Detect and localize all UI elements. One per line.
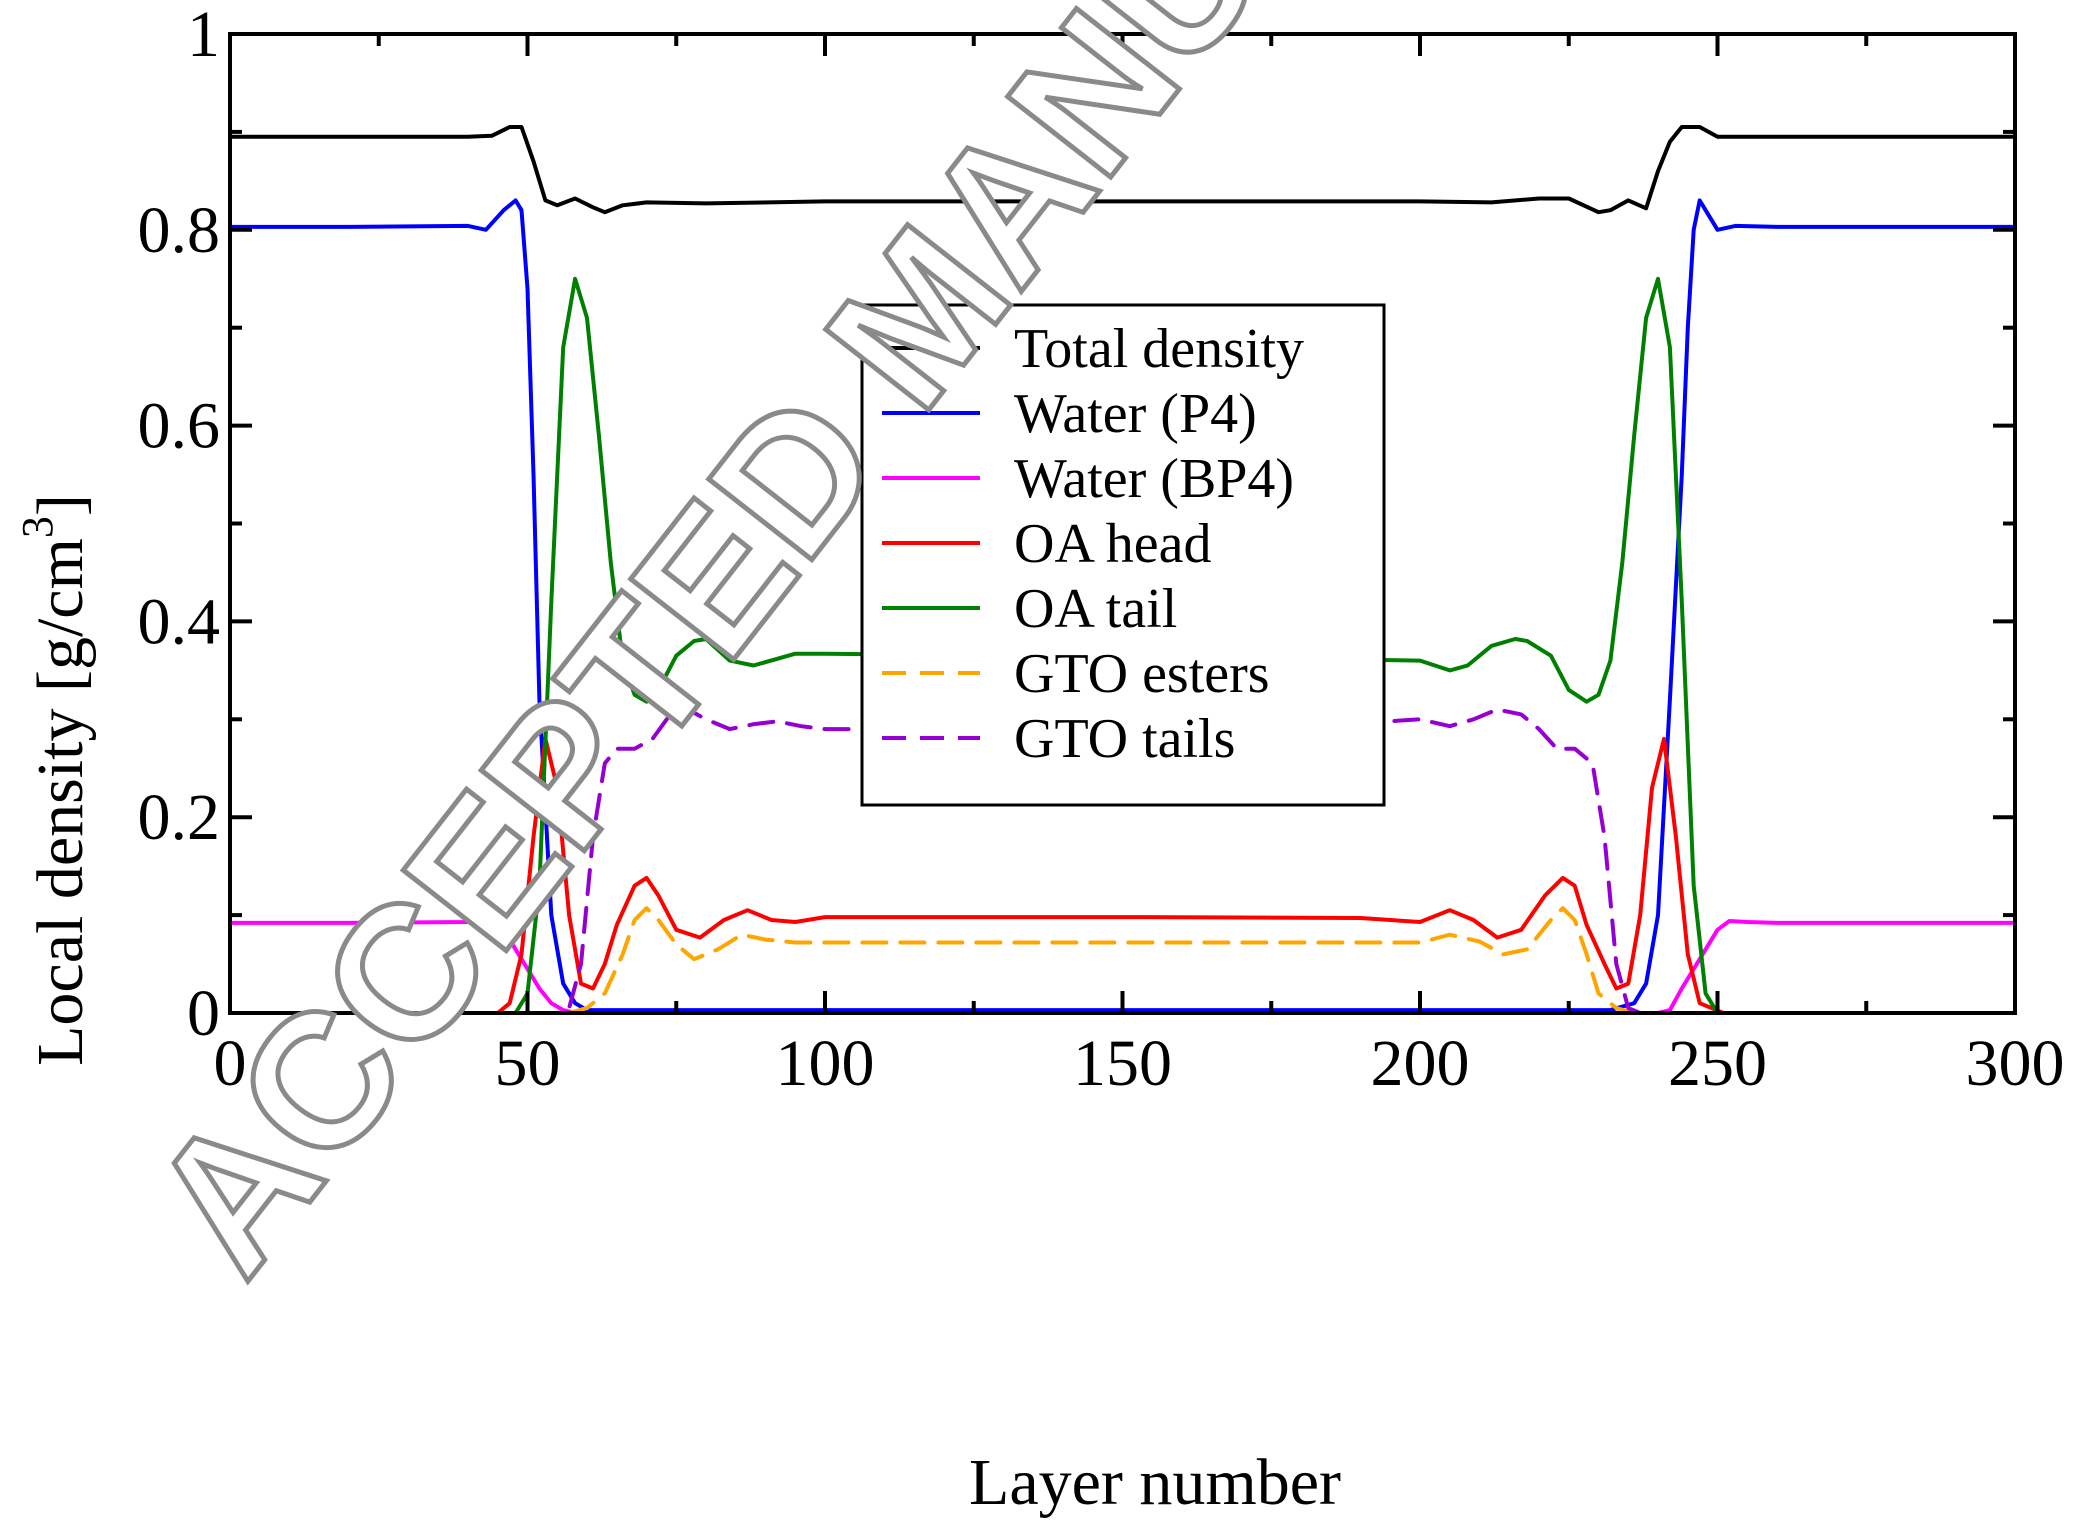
x-tick-label: 100 <box>776 1027 875 1100</box>
y-axis-title-superscript: 3 <box>13 516 62 538</box>
x-tick-label: 300 <box>1966 1027 2065 1100</box>
legend-entry-label: GTO esters <box>1014 643 1270 705</box>
legend-entry-label: Total density <box>1014 318 1304 380</box>
y-axis-title-suffix: ] <box>24 494 97 516</box>
series-line-6 <box>228 707 2017 1015</box>
legend-entry-label: GTO tails <box>1014 708 1235 770</box>
y-axis-title: Local density [g/cm3] <box>13 494 97 1066</box>
legend-entry-label: Water (P4) <box>1014 383 1257 445</box>
x-tick-label: 50 <box>495 1027 561 1100</box>
y-tick-label: 0 <box>187 977 220 1050</box>
legend-box <box>860 303 1386 807</box>
x-tick-label: 150 <box>1073 1027 1172 1100</box>
series-line-3 <box>228 736 2017 1015</box>
legend-entry-label: Water (BP4) <box>1014 448 1294 510</box>
y-tick-label: 0.2 <box>138 781 221 854</box>
y-tick-label: 0.8 <box>138 194 221 267</box>
axis-ticks: 0 50 100 150 200 250 300 0 0.2 0.4 0.6 0.8 1 <box>138 0 2065 1100</box>
x-tick-label: 200 <box>1371 1027 1470 1100</box>
legend-entry-label: OA tail <box>1014 578 1177 640</box>
y-tick-label: 0.6 <box>138 390 221 463</box>
series-line-5 <box>228 906 2017 1015</box>
x-tick-label: 0 <box>214 1027 247 1100</box>
x-axis-title: Layer number <box>969 1446 1341 1519</box>
y-tick-label: 1 <box>187 0 220 71</box>
series-line-0 <box>228 125 2017 215</box>
y-axis-title-main: Local density [g/cm <box>24 538 97 1066</box>
legend-entry-label: OA head <box>1014 513 1212 575</box>
x-tick-label: 250 <box>1668 1027 1767 1100</box>
y-tick-label: 0.4 <box>138 585 221 658</box>
